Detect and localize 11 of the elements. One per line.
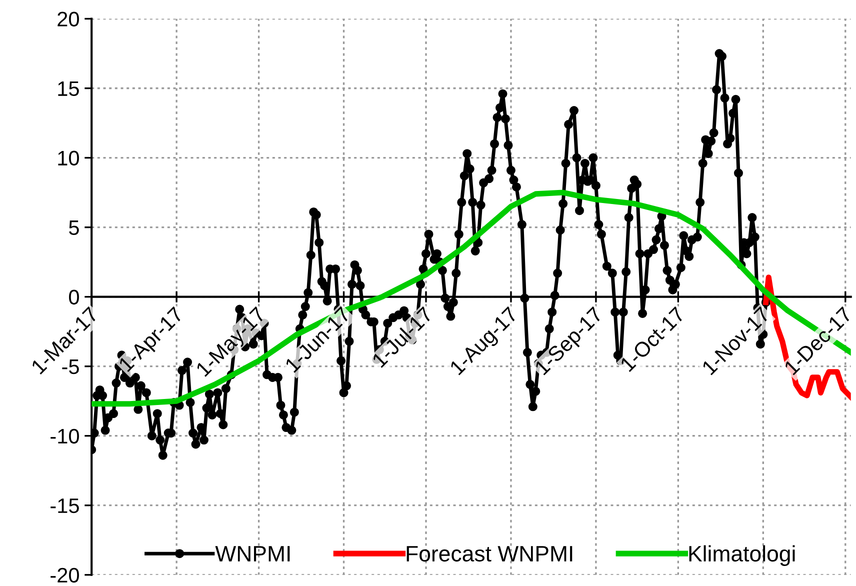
y-tick-label: 15 — [58, 81, 79, 96]
y-tick-label: -10 — [50, 428, 79, 444]
legend-label: Klimatologi — [689, 545, 795, 566]
y-tick-label: 20 — [58, 12, 79, 27]
y-tick-label: 0 — [69, 290, 79, 305]
y-tick-label: -15 — [50, 498, 79, 514]
y-tick-label: -20 — [50, 568, 79, 583]
legend-label: Forecast WNPMI — [406, 546, 572, 562]
y-tick-label: 5 — [69, 220, 79, 236]
y-tick-label: 10 — [58, 150, 79, 166]
legend-label: WNPMI — [215, 546, 290, 562]
